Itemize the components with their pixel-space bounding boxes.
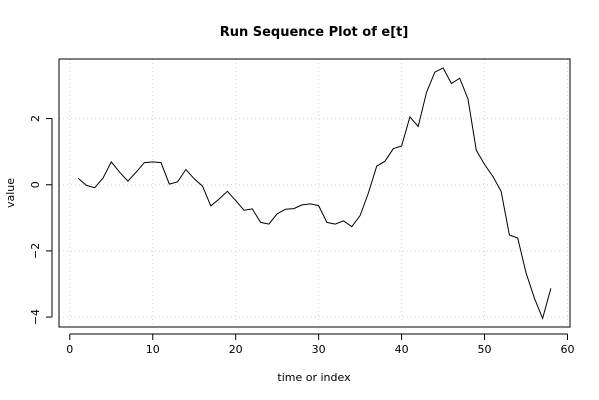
grid — [59, 59, 570, 327]
chart-title: Run Sequence Plot of e[t] — [220, 25, 409, 40]
x-tick-label: 20 — [229, 343, 243, 356]
x-tick-label: 50 — [478, 343, 492, 356]
x-tick-label: 0 — [66, 343, 73, 356]
series-line — [77, 67, 552, 320]
y-tick-label: −2 — [29, 243, 42, 259]
x-tick-label: 10 — [146, 343, 160, 356]
y-tick-label: −4 — [29, 309, 42, 325]
x-tick-label: 30 — [312, 343, 326, 356]
x-tick-label: 40 — [395, 343, 409, 356]
y-axis: −4 −2 0 2 — [29, 115, 53, 325]
y-tick-label: 0 — [29, 181, 42, 188]
x-tick-label: 60 — [561, 343, 575, 356]
plot-frame — [58, 58, 571, 328]
series-layer — [77, 67, 552, 320]
x-axis: 0 10 20 30 40 50 60 — [66, 333, 575, 356]
y-axis-label: value — [4, 178, 17, 208]
y-tick-label: 2 — [29, 115, 42, 122]
x-axis-label: time or index — [277, 371, 351, 384]
